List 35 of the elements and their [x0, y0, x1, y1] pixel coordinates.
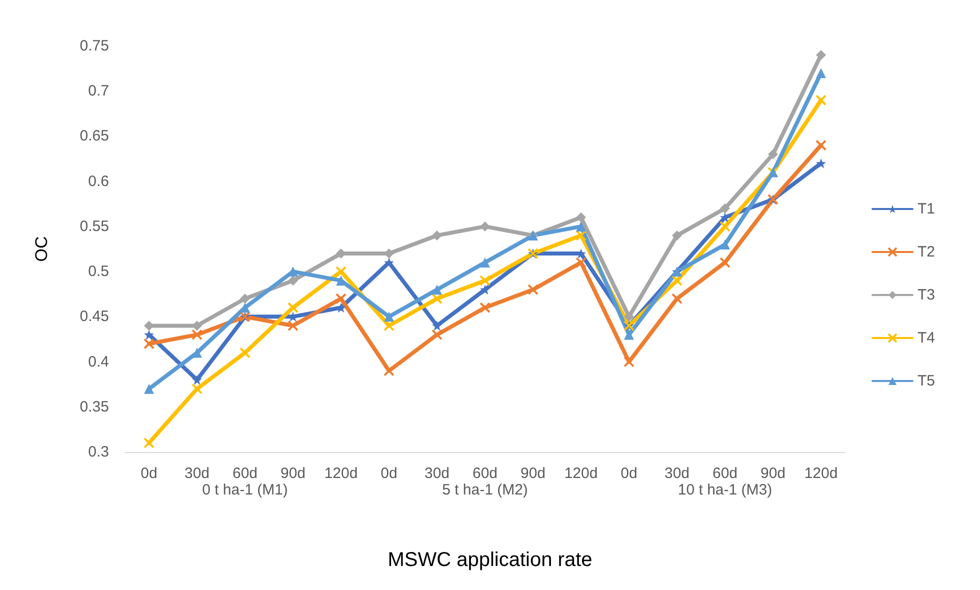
- y-tick-label: 0.65: [80, 128, 109, 145]
- x-tick-label: 120d: [804, 465, 838, 482]
- legend-label: T4: [917, 330, 936, 346]
- x-tick-label: 60d: [472, 465, 498, 482]
- x-tick-label: 60d: [712, 465, 738, 482]
- y-tick-label: 0.75: [80, 38, 109, 54]
- y-tick-label: 0.55: [80, 218, 109, 235]
- x-tick-label: 0d: [380, 465, 398, 482]
- x-tick-label: 90d: [280, 465, 306, 482]
- x-tick-label: 0d: [140, 465, 158, 482]
- x-tick-label: 30d: [184, 465, 210, 482]
- x-tick-label: 0d: [620, 465, 638, 482]
- x-tick-label: 120d: [324, 465, 358, 482]
- y-tick-label: 0.5: [88, 263, 109, 280]
- text: 5 t ha-1 (M2): [442, 482, 528, 498]
- x-tick-label: 30d: [424, 465, 450, 482]
- y-tick-label: 0.7: [88, 82, 109, 100]
- x-tick-label: 90d: [760, 465, 786, 482]
- x-tick-label: 90d: [520, 465, 546, 482]
- y-tick-label: 0.45: [80, 308, 109, 326]
- text: 0 t ha-1 (M1): [202, 482, 288, 498]
- text: 10 t ha-1 (M3): [678, 482, 772, 498]
- y-tick-label: 0.6: [88, 172, 109, 190]
- x-tick-label: 120d: [564, 465, 598, 482]
- legend-label: T5: [917, 372, 936, 390]
- y-tick-label: 0.35: [80, 398, 109, 416]
- legend-label: T2: [917, 244, 936, 260]
- legend-label: T1: [917, 200, 936, 218]
- x-tick-label: 30d: [664, 465, 690, 482]
- x-tick-label: 60d: [232, 465, 258, 482]
- legend-label: T3: [917, 286, 936, 304]
- x-axis-title: MSWC application rate: [388, 549, 592, 571]
- y-tick-label: 0.3: [88, 444, 109, 460]
- y-axis-title: OC: [32, 236, 51, 262]
- y-tick-label: 0.4: [88, 353, 109, 370]
